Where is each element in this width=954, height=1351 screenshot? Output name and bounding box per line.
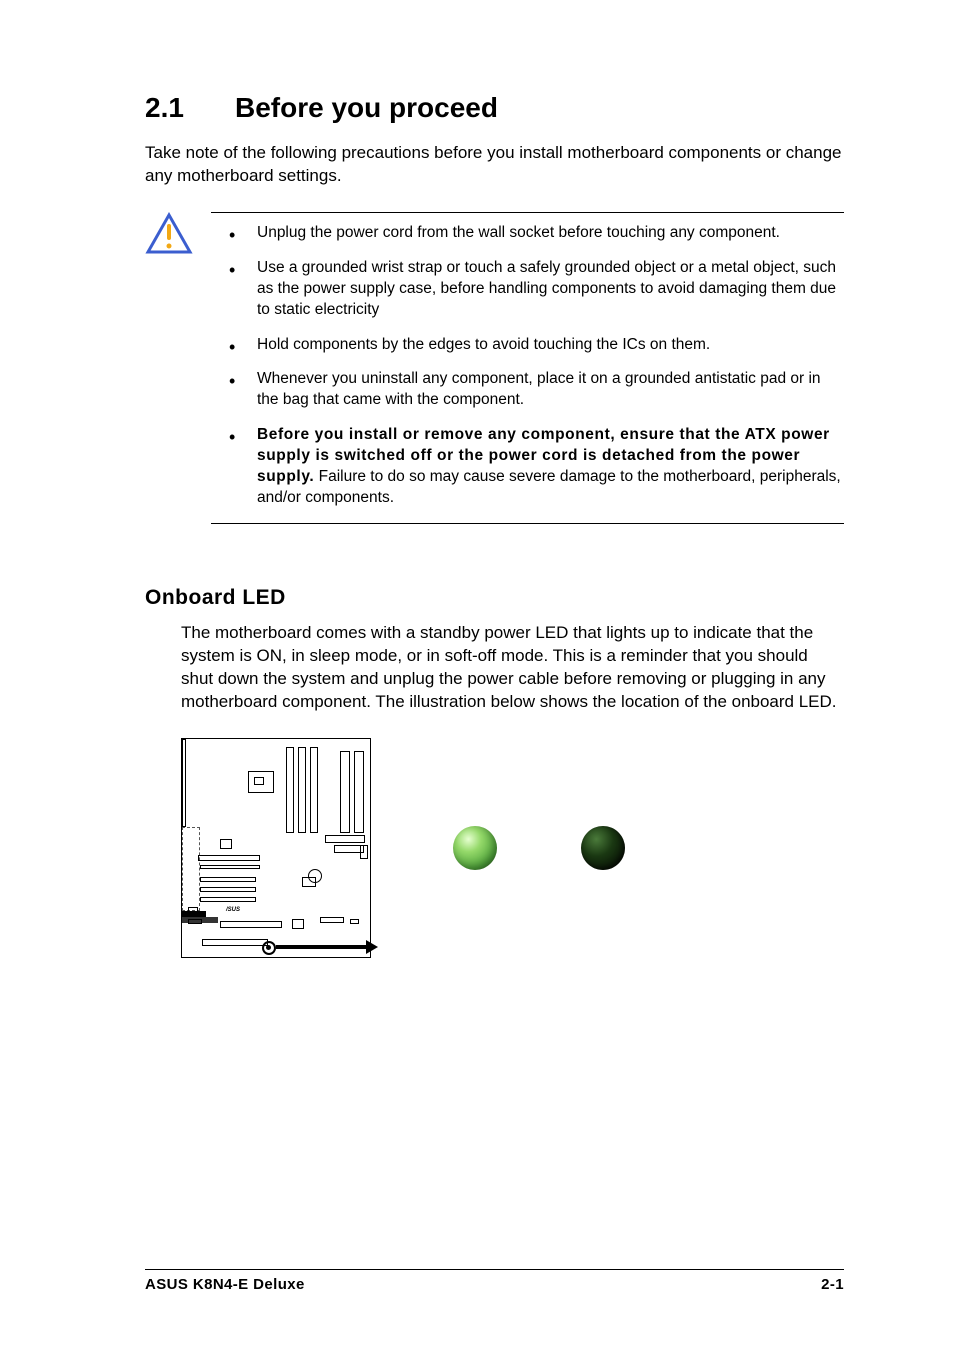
led-off-icon (581, 826, 625, 870)
caution-body: Unplug the power cord from the wall sock… (211, 212, 844, 524)
slot (220, 921, 282, 928)
precaution-text: Hold components by the edges to avoid to… (257, 336, 710, 353)
precaution-text: Unplug the power cord from the wall sock… (257, 224, 780, 241)
led-diagram-row: /SUS (181, 738, 844, 958)
pci-slot (200, 897, 256, 902)
pcie-slot (200, 865, 260, 869)
header (350, 919, 359, 924)
section-number: 2.1 (145, 92, 235, 124)
caution-callout: Unplug the power cord from the wall sock… (145, 212, 844, 524)
precaution-item: Before you install or remove any compone… (229, 425, 844, 509)
precaution-list: Unplug the power cord from the wall sock… (211, 223, 844, 509)
slot (202, 939, 268, 946)
footer-row: ASUS K8N4-E Deluxe 2-1 (145, 1276, 844, 1293)
precaution-item: Use a grounded wrist strap or touch a sa… (229, 258, 844, 321)
footer-product: ASUS K8N4-E Deluxe (145, 1276, 305, 1293)
pcie-slot (198, 855, 260, 861)
dimm-slot (310, 747, 318, 833)
io-panel (182, 739, 186, 827)
precaution-item: Hold components by the edges to avoid to… (229, 335, 844, 356)
page-content: 2.1Before you proceed Take note of the f… (0, 0, 954, 1018)
precaution-text: Whenever you uninstall any component, pl… (257, 370, 821, 408)
io-panel-inner (182, 827, 200, 911)
led-pointer-arrow (276, 945, 370, 949)
led-marker-dot (266, 945, 271, 950)
ide-connector (354, 751, 364, 833)
led-on-icon (453, 826, 497, 870)
callout-rule-bottom (211, 523, 844, 524)
chip (292, 919, 304, 929)
header (320, 917, 344, 923)
chip (188, 907, 198, 914)
precaution-item: Whenever you uninstall any component, pl… (229, 369, 844, 411)
section-heading: 2.1Before you proceed (145, 92, 844, 124)
caution-icon (145, 212, 193, 256)
atx-power (325, 835, 365, 843)
dimm-slot (286, 747, 294, 833)
led-states (453, 826, 625, 870)
cpu-inner (254, 777, 264, 785)
pci-slot (200, 877, 256, 882)
pci-slot (200, 887, 256, 892)
southbridge (302, 877, 316, 887)
precaution-text: Failure to do so may cause severe damage… (257, 468, 841, 506)
onboard-led-paragraph: The motherboard comes with a standby pow… (181, 622, 844, 714)
page-footer: ASUS K8N4-E Deluxe 2-1 (145, 1269, 844, 1293)
brand-label: /SUS (226, 907, 240, 913)
footer-rule (145, 1269, 844, 1270)
chip (188, 919, 202, 924)
precaution-item: Unplug the power cord from the wall sock… (229, 223, 844, 244)
onboard-led-heading: Onboard LED (145, 586, 844, 610)
caution-icon-column (145, 212, 193, 524)
motherboard-diagram: /SUS (181, 738, 371, 958)
intro-paragraph: Take note of the following precautions b… (145, 142, 844, 188)
connector (360, 845, 368, 859)
callout-rule-top (211, 212, 844, 213)
chip (220, 839, 232, 849)
ide-connector (340, 751, 350, 833)
footer-page-number: 2-1 (821, 1276, 844, 1293)
section-title: Before you proceed (235, 92, 498, 123)
dimm-slot (298, 747, 306, 833)
precaution-text: Use a grounded wrist strap or touch a sa… (257, 259, 836, 318)
